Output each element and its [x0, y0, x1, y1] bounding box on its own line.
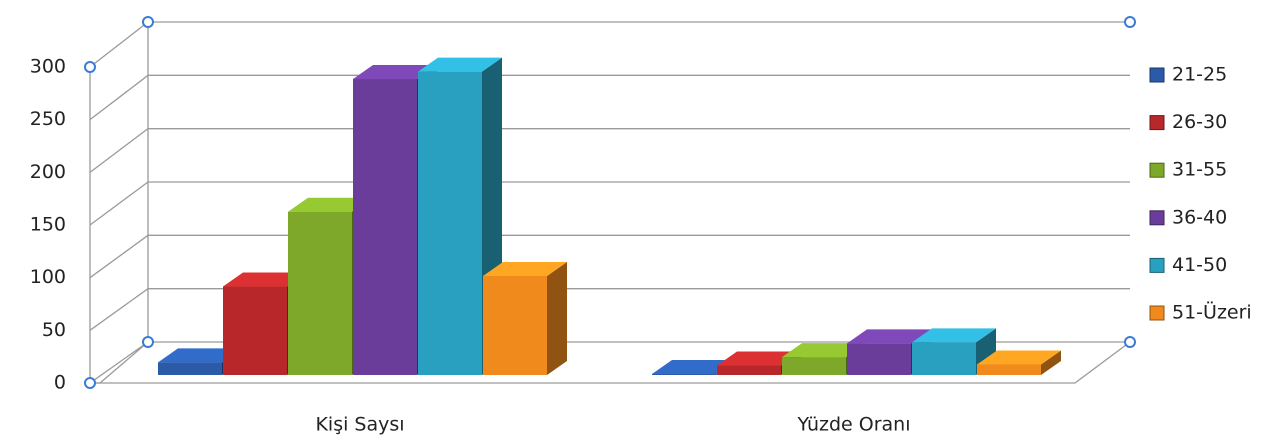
legend-label: 41-50 [1172, 254, 1227, 276]
grid-line [89, 74, 1130, 121]
legend-label: 51-Üzeri [1172, 301, 1252, 324]
bar-top [652, 359, 736, 374]
bar [782, 357, 846, 375]
axis-handle [84, 377, 96, 389]
bar-top [223, 272, 307, 287]
axis-handle [84, 61, 96, 73]
y-tick-label: 300 [30, 56, 66, 78]
bar-top [353, 65, 437, 80]
bar-top [847, 329, 931, 344]
bar-top [782, 343, 866, 358]
grid-line [89, 234, 1130, 279]
bar-side [1041, 350, 1061, 375]
legend-swatch [1149, 305, 1165, 321]
bar [158, 362, 222, 375]
legend-label: 31-55 [1172, 159, 1227, 181]
bar [353, 79, 417, 375]
legend-swatch [1149, 67, 1165, 83]
bar-top [977, 350, 1061, 365]
legend-swatch [1149, 162, 1165, 178]
bar [912, 342, 976, 375]
bar [717, 365, 781, 375]
bar [652, 373, 716, 375]
legend-label: 36-40 [1172, 206, 1227, 228]
grid-line [89, 21, 1130, 68]
axis-handle [1124, 336, 1136, 348]
y-tick-label: 200 [30, 161, 66, 183]
legend-label: 26-30 [1172, 111, 1227, 133]
y-tick-label: 50 [42, 319, 66, 341]
bar-top [717, 351, 801, 366]
bar-top [912, 328, 996, 343]
bar [223, 286, 287, 375]
legend-label: 21-25 [1172, 64, 1227, 86]
bar [847, 343, 911, 375]
bar-side [547, 261, 567, 375]
bar-top [158, 348, 242, 363]
legend-swatch [1149, 210, 1165, 226]
bar [483, 275, 547, 375]
axis-handle [1124, 16, 1136, 28]
legend-swatch [1149, 257, 1165, 273]
y-tick-label: 100 [30, 266, 66, 288]
axis-handle [142, 16, 154, 28]
y-tick-label: 150 [30, 214, 66, 236]
bar [418, 71, 482, 375]
bar-top [418, 57, 502, 72]
y-tick-label: 250 [30, 108, 66, 130]
grid-line [89, 181, 1130, 226]
axis-handle [142, 336, 154, 348]
grid-line [89, 128, 1130, 173]
legend-swatch [1149, 115, 1165, 131]
floor-front [90, 341, 1131, 384]
bar [288, 211, 352, 375]
bar [977, 364, 1041, 375]
grid-line [89, 288, 1130, 331]
bar-top [483, 261, 567, 276]
x-tick-label: Kişi Saysı [315, 414, 404, 436]
y-tick-label: 0 [54, 372, 66, 394]
x-tick-label: Yüzde Oranı [797, 414, 911, 436]
bar-top [288, 197, 372, 212]
